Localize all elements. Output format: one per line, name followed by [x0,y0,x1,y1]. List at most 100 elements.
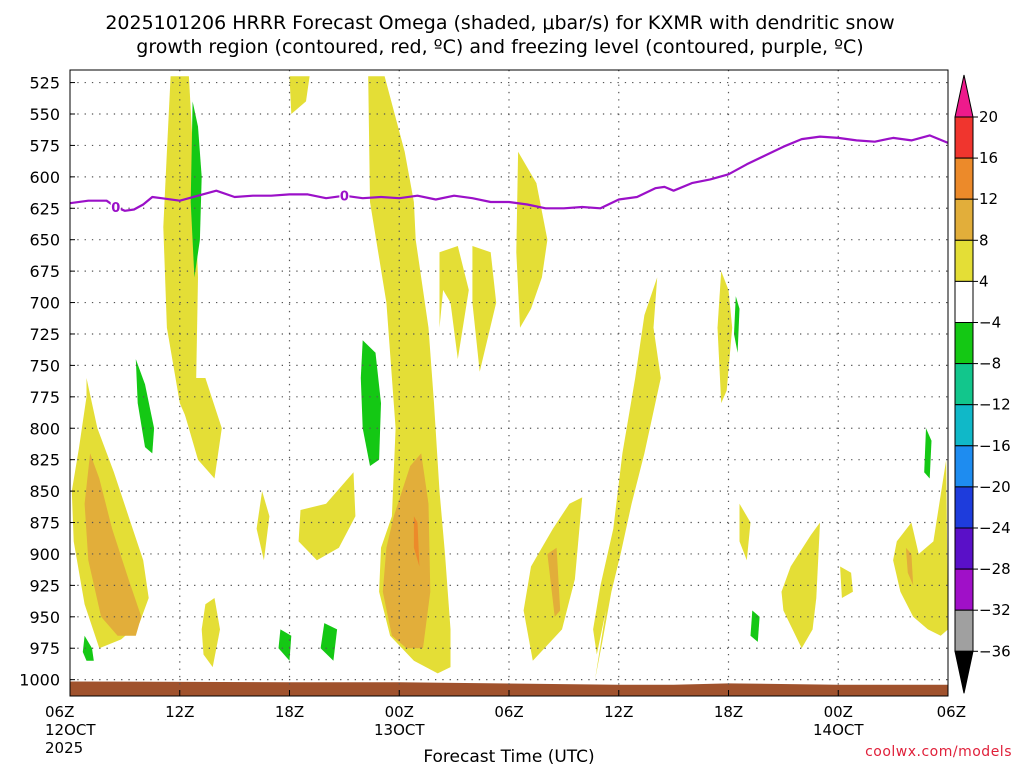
x-tick-label-5: 12Z [604,703,633,721]
y-tick-label-925: 925 [29,576,60,595]
y-tick-label-750: 750 [29,356,60,375]
colorbar-label-4: 4 [979,272,989,290]
colorbar-bin-6 [954,322,974,365]
x-axis-label: Forecast Time (UTC) [423,747,594,767]
omega-region-15 [413,516,420,567]
y-tick-label-950: 950 [29,608,60,627]
omega-region-5 [185,378,222,479]
colorbar-label-11: −28 [979,560,1011,578]
omega-region-8 [256,491,270,561]
y-tick-label-800: 800 [29,419,60,438]
colorbar-bin-11 [954,527,974,570]
y-tick-label-825: 825 [29,451,60,470]
y-tick-label-700: 700 [29,294,60,313]
omega-region-30 [905,547,914,586]
y-tick-label-1000: 1000 [19,671,60,690]
pressure-axis: 525 550 575 600 625 650 675 700 725 750 775 800 825 8… [19,74,75,690]
omega-region-28 [840,566,853,598]
omega-region-21 [547,547,561,617]
colorbar-label-2: 12 [979,190,998,208]
x-tick-label-8: 06Z [937,703,966,721]
grid-layer [70,70,948,696]
omega-region-25 [739,503,751,561]
freezing-level-label-bg [110,199,121,215]
y-tick-label-850: 850 [29,482,60,501]
omega-region-1 [84,453,142,636]
colorbar-bin-10 [954,486,974,529]
x-tick-date-3: 13OCT [374,721,425,739]
y-tick-label-650: 650 [29,231,60,250]
colorbar-bin-13 [954,609,974,652]
omega-region-10 [298,472,356,561]
x-tick-date-0: 12OCT [45,721,96,739]
x-tick-label-0: 06Z [45,703,74,721]
colorbar-label-0: 20 [979,108,998,126]
omega-region-11 [278,629,292,661]
chart-title-line1: 2025101206 HRRR Forecast Omega (shaded, … [105,12,894,34]
omega-region-18 [472,246,497,372]
omega-region-9 [201,598,220,668]
freezing-level-label-bg [339,187,350,203]
colorbar-bin-3 [954,198,974,241]
y-tick-label-550: 550 [29,105,60,124]
omega-region-31 [924,428,932,479]
omega-region-26 [750,610,760,642]
colorbar-bin-12 [954,568,974,611]
freezing-level-line [69,134,949,212]
colorbar-bin-7 [954,363,974,406]
x-tick-label-7: 00Z [824,703,853,721]
colorbar-label-12: −32 [979,601,1011,619]
x-tick-date-7: 14OCT [813,721,864,739]
omega-region-4 [163,76,198,429]
y-tick-label-975: 975 [29,639,60,658]
y-tick-label-525: 525 [29,74,60,93]
x-tick-label-4: 06Z [494,703,523,721]
omega-shading-layer [71,76,948,680]
omega-region-24 [734,296,740,353]
colorbar-label-7: −12 [979,396,1011,414]
omega-region-3 [82,635,94,661]
x-tick-label-6: 18Z [714,703,743,721]
colorbar-bin-4 [954,239,974,282]
colorbar-label-8: −16 [979,437,1011,455]
x-tick-year-0: 2025 [45,739,83,757]
y-tick-label-775: 775 [29,388,60,407]
colorbar-bin-5 [954,280,974,323]
colorbar-label-10: −24 [979,519,1011,537]
freezing-level-label-1: 0 [340,190,349,205]
colorbar-top-arrow [954,74,974,118]
omega-region-12 [320,623,338,661]
y-tick-label-625: 625 [29,199,60,218]
watermark: coolwx.com/models [865,744,1012,760]
colorbar-label-5: −4 [979,314,1001,332]
colorbar-bin-2 [954,157,974,200]
omega-region-14 [382,453,431,649]
omega-region-16 [360,340,381,466]
omega-region-0 [71,378,149,649]
y-tick-label-675: 675 [29,262,60,281]
omega-region-2 [135,359,155,454]
colorbar-bin-1 [954,116,974,159]
omega-region-19 [516,151,548,328]
y-tick-label-725: 725 [29,325,60,344]
colorbar-label-6: −8 [979,355,1001,373]
x-tick-label-3: 00Z [385,703,414,721]
colorbar-label-3: 8 [979,231,989,249]
colorbar-bin-9 [954,445,974,488]
y-tick-label-900: 900 [29,545,60,564]
freezing-level-layer: 00 [69,134,949,216]
colorbar-bottom-arrow [954,650,974,694]
omega-region-6 [190,101,202,278]
x-tick-label-1: 12Z [165,703,194,721]
colorbar-label-1: 16 [979,149,998,167]
omega-region-29 [893,459,948,636]
colorbar: 20 16 12 8 4 −4 −8 −12 −16 −20 −24 −28 −32 −36 [954,74,1011,694]
omega-region-13 [368,76,451,674]
colorbar-bin-8 [954,404,974,447]
chart-title-line2: growth region (contoured, red, ºC) and f… [136,36,863,58]
freezing-level-label-0: 0 [111,201,120,216]
omega-region-7 [289,76,310,114]
y-tick-label-575: 575 [29,136,60,155]
